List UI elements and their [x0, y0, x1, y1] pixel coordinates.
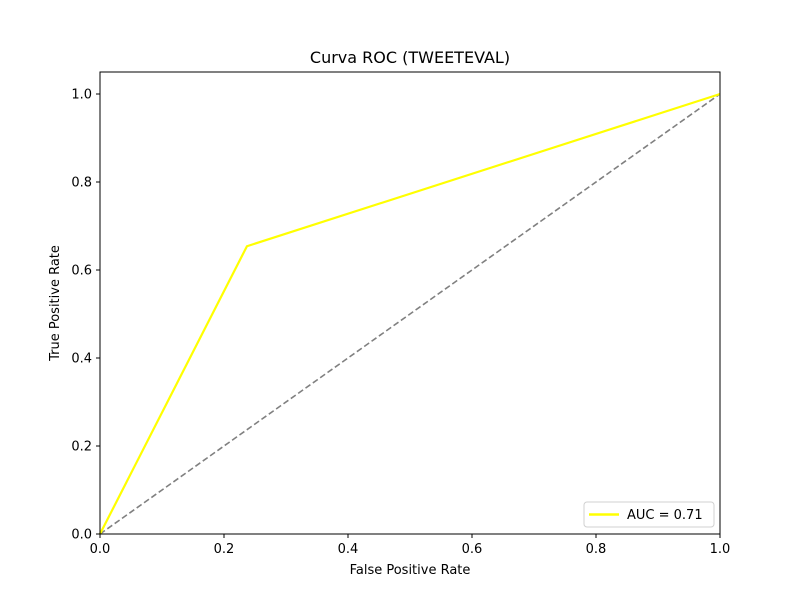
legend-box	[583, 501, 715, 528]
x-tick-label: 0.2	[214, 542, 235, 557]
y-tick-label: 0.8	[71, 176, 92, 191]
y-tick-label: 1.0	[71, 88, 92, 103]
plot-frame	[99, 71, 721, 535]
x-axis-label: False Positive Rate	[350, 563, 471, 578]
y-tick-label: 0.4	[71, 352, 92, 367]
chart-title: Curva ROC (TWEETEVAL)	[310, 48, 510, 67]
plot-content	[99, 92, 721, 535]
x-tick-label: 0.8	[586, 542, 607, 557]
y-axis-ticks: 0.0 0.2 0.4 0.6 0.8 1.0	[71, 88, 100, 543]
random-classifier-line	[99, 93, 721, 535]
x-tick-label: 0.0	[90, 542, 111, 557]
y-axis-label: True Positive Rate	[48, 245, 63, 362]
x-tick-label: 0.4	[338, 542, 359, 557]
x-tick-label: 1.0	[710, 542, 731, 557]
legend: AUC = 0.71	[583, 501, 715, 528]
y-tick-label: 0.2	[71, 440, 92, 455]
x-axis-ticks: 0.0 0.2 0.4 0.6 0.8 1.0	[90, 534, 731, 557]
y-tick-label: 0.6	[71, 264, 92, 279]
roc-curve-line	[99, 92, 721, 535]
x-tick-label: 0.6	[462, 542, 483, 557]
y-tick-label: 0.0	[71, 528, 92, 543]
legend-label-auc: AUC = 0.71	[627, 508, 703, 523]
